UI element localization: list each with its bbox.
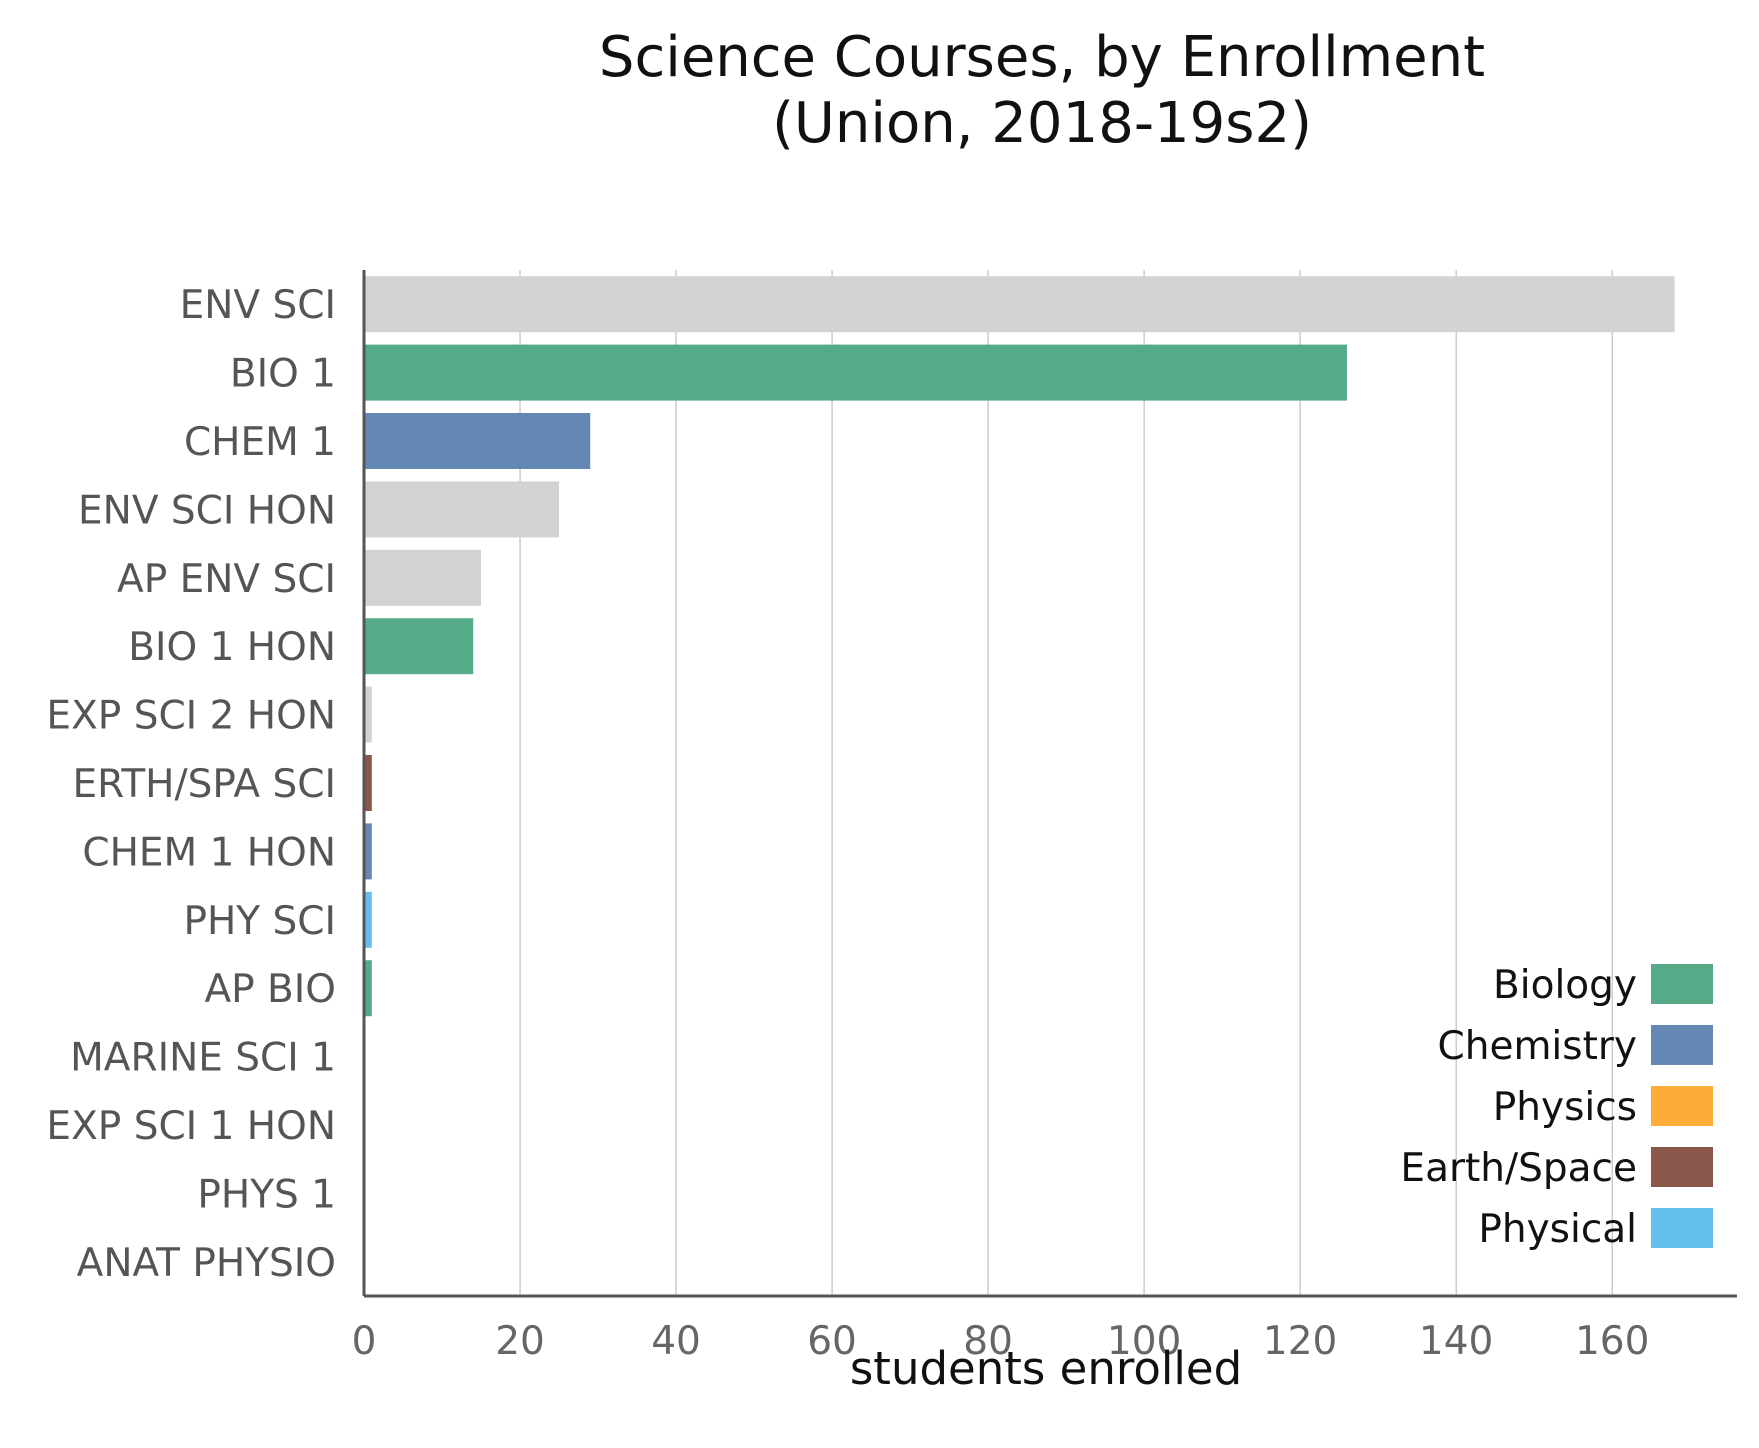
category-label: CHEM 1 (184, 420, 336, 465)
bar (364, 686, 372, 743)
category-label: CHEM 1 HON (82, 830, 336, 875)
x-tick-label: 120 (1263, 1319, 1337, 1364)
chart-title-line-2: (Union, 2018-19s2) (772, 91, 1312, 156)
x-axis-title: students enrolled (850, 1342, 1242, 1395)
x-tick-label: 100 (1107, 1319, 1181, 1364)
x-tick-label: 0 (352, 1319, 377, 1364)
legend-swatch (1651, 1086, 1713, 1126)
category-label: AP BIO (204, 967, 336, 1012)
bar (364, 618, 474, 675)
category-label: ENV SCI (180, 283, 336, 328)
x-tick-label: 80 (963, 1319, 1013, 1364)
category-label: BIO 1 HON (128, 625, 336, 670)
bar (364, 413, 591, 469)
bar (364, 755, 372, 811)
category-label: ANAT PHYSIO (77, 1241, 336, 1286)
category-label: PHYS 1 (197, 1172, 336, 1217)
gridlines (519, 270, 1613, 1296)
x-tick-label: 140 (1419, 1319, 1493, 1364)
category-label: MARINE SCI 1 (70, 1036, 336, 1081)
bar (364, 344, 1347, 401)
chart-title-line-1: Science Courses, by Enrollment (599, 25, 1485, 90)
legend-swatch (1651, 1147, 1713, 1187)
bar (364, 891, 372, 948)
legend-label: Biology (1493, 963, 1637, 1008)
x-tick-label: 20 (495, 1319, 545, 1364)
axes (362, 270, 1737, 1298)
category-label: PHY SCI (183, 899, 336, 944)
legend-label: Chemistry (1438, 1024, 1638, 1069)
category-labels: ENV SCI BIO 1 CHEM 1 ENV SCI HON AP ENV SCI B… (46, 283, 336, 1286)
bar (364, 823, 372, 880)
legend-swatch (1651, 1208, 1713, 1248)
bar (364, 960, 372, 1017)
legend-swatch (1651, 964, 1713, 1004)
x-tick-label: 60 (807, 1319, 857, 1364)
legend-label: Earth/Space (1400, 1146, 1637, 1191)
x-tick-label: 40 (651, 1319, 701, 1364)
legend-swatch (1651, 1025, 1713, 1065)
category-label: ENV SCI HON (78, 488, 336, 533)
legend: Biology Chemistry Physics Earth/Space Physic… (1400, 963, 1713, 1252)
legend-label: Physical (1478, 1207, 1637, 1252)
category-label: EXP SCI 2 HON (46, 694, 336, 739)
chart-title: Science Courses, by Enrollment (Union, 2… (599, 25, 1485, 156)
category-label: AP ENV SCI (117, 557, 336, 602)
bar (364, 276, 1675, 333)
bar (364, 549, 482, 606)
legend-label: Physics (1493, 1085, 1637, 1130)
category-label: ERTH/SPA SCI (72, 762, 336, 807)
x-tick-label: 160 (1575, 1319, 1649, 1364)
category-label: EXP SCI 1 HON (46, 1104, 336, 1149)
bar (364, 481, 560, 538)
category-label: BIO 1 (230, 352, 336, 397)
bars (364, 276, 1675, 1017)
x-tick-labels: 0 20 40 60 80 100 120 140 160 (352, 1319, 1650, 1364)
